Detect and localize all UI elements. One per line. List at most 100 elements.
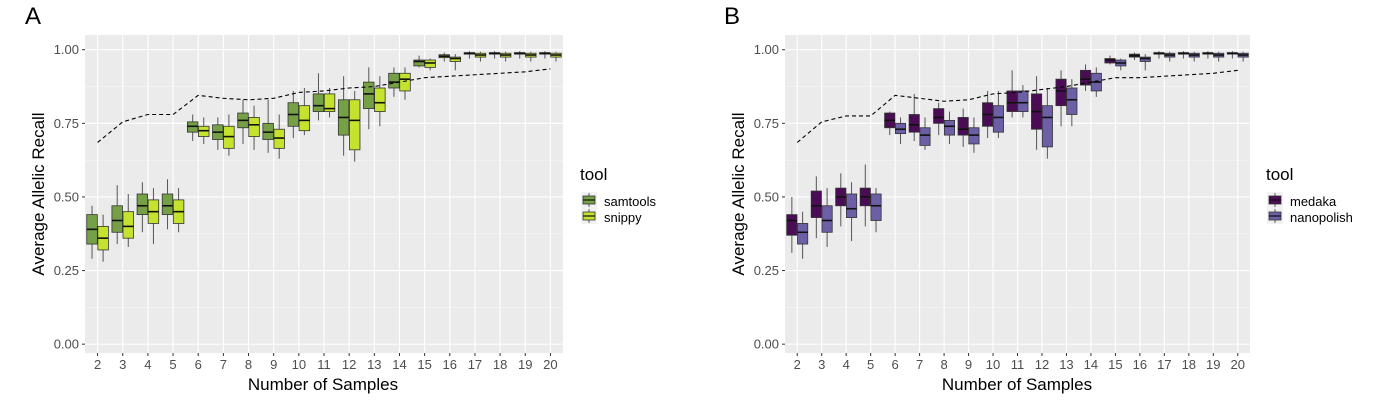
x-tick-label: 19 (1206, 357, 1220, 372)
box-medaka (1006, 90, 1018, 112)
x-tick-label: 10 (292, 357, 306, 372)
y-tick-label: 0.75 (54, 116, 79, 131)
reference-line (796, 69, 1238, 143)
y-tick-label: 0.75 (754, 116, 779, 131)
legend-label-snippy: snippy (604, 210, 642, 225)
box-nanopolish (1041, 105, 1053, 148)
x-tick-label: 5 (867, 357, 874, 372)
y-tick-label: 0.00 (54, 337, 79, 352)
y-tick-label: 1.00 (754, 42, 779, 57)
legend-item-nanopolish: nanopolish (1267, 208, 1353, 225)
legend: tool samtools snippy (580, 165, 657, 225)
x-tick-label: 20 (543, 357, 557, 372)
box-samtools (363, 81, 375, 110)
box-samtools (136, 193, 149, 216)
x-tick-label: 18 (1182, 357, 1196, 372)
legend-item-medaka: medaka (1267, 192, 1337, 209)
x-tick-label: 13 (1059, 357, 1073, 372)
box-samtools (312, 93, 325, 112)
x-tick-label: 14 (1084, 357, 1098, 372)
x-tick-label: 7 (916, 357, 923, 372)
legend-key-medaka (1267, 192, 1283, 208)
box-nanopolish (846, 193, 858, 218)
x-tick-label: 19 (518, 357, 532, 372)
legend-label-samtools: samtools (604, 194, 657, 209)
y-tick-label: 0.25 (54, 263, 79, 278)
y-axis-title: Average Allelic Recall (729, 112, 748, 275)
x-tick-label: 3 (818, 357, 825, 372)
legend-title: tool (580, 165, 607, 184)
box-nanopolish (1066, 87, 1078, 115)
x-tick-label: 15 (417, 357, 431, 372)
x-tick-label: 9 (965, 357, 972, 372)
chart-marks (786, 51, 1249, 259)
box-snippy (122, 211, 134, 239)
y-tick-label: 0.50 (754, 189, 779, 204)
x-tick-label: 17 (1157, 357, 1171, 372)
box-nanopolish (821, 205, 833, 233)
x-tick-label: 4 (843, 357, 850, 372)
box-nanopolish (992, 105, 1004, 133)
box-medaka (908, 114, 920, 133)
legend-label-nanopolish: nanopolish (1290, 210, 1353, 225)
box-medaka (933, 108, 945, 124)
x-axis-title: Number of Samples (248, 375, 398, 394)
x-tick-label: 13 (367, 357, 381, 372)
box-samtools (161, 193, 174, 216)
chart-marks (86, 51, 562, 262)
box-snippy (248, 117, 260, 137)
y-tick-label: 0.25 (754, 263, 779, 278)
legend-key-nanopolish (1267, 208, 1283, 224)
box-snippy (323, 93, 336, 112)
box-medaka (957, 117, 969, 136)
x-tick-label: 8 (245, 357, 252, 372)
x-axis-title: Number of Samples (942, 375, 1092, 394)
box-medaka (1055, 78, 1067, 107)
x-tick-label: 2 (94, 357, 101, 372)
y-axis-title: Average Allelic Recall (29, 112, 48, 275)
y-tick-label: 0.50 (54, 189, 79, 204)
reference-line (97, 68, 551, 143)
x-tick-label: 6 (195, 357, 202, 372)
box-medaka (810, 190, 822, 218)
y-axis: 0.00 0.25 0.50 0.75 1.00 (754, 42, 785, 352)
x-tick-label: 8 (940, 357, 947, 372)
panel-label: B (724, 3, 740, 30)
legend-key-snippy (581, 208, 597, 224)
box-snippy (374, 87, 386, 112)
panel-a: A 0.00 0.25 0.50 0.75 1.00 2 3 4 5 6 7 8 9 10 11 12 13 1… (25, 3, 657, 394)
x-tick-label: 14 (392, 357, 406, 372)
box-medaka (1079, 69, 1092, 86)
y-tick-label: 1.00 (54, 42, 79, 57)
panel-label: A (25, 3, 41, 30)
x-tick-label: 17 (468, 357, 482, 372)
x-tick-label: 4 (144, 357, 151, 372)
legend-label-medaka: medaka (1290, 194, 1337, 209)
x-tick-label: 2 (794, 357, 801, 372)
panel-b: B 0.00 0.25 0.50 0.75 1.00 2 3 4 5 6 7 8 9 10 11 12 13 1… (724, 3, 1353, 394)
y-axis: 0.00 0.25 0.50 0.75 1.00 (54, 42, 85, 352)
x-tick-label: 20 (1231, 357, 1245, 372)
box-medaka (786, 214, 798, 236)
x-tick-label: 15 (1108, 357, 1122, 372)
box-samtools (111, 205, 123, 233)
x-tick-label: 12 (1035, 357, 1049, 372)
legend-item-snippy: snippy (581, 208, 642, 225)
plot-area (85, 35, 563, 353)
x-tick-label: 7 (220, 357, 227, 372)
legend-title: tool (1266, 165, 1293, 184)
box-snippy (298, 105, 311, 132)
box-nanopolish (919, 127, 931, 146)
x-tick-label: 6 (892, 357, 899, 372)
x-axis: 2 3 4 5 6 7 8 9 10 11 12 13 14 15 16 17 18 19 20 (94, 353, 558, 372)
x-tick-label: 16 (443, 357, 457, 372)
box-snippy (399, 72, 411, 92)
box-nanopolish (870, 193, 882, 221)
x-tick-label: 11 (1011, 357, 1025, 372)
box-snippy (349, 99, 361, 151)
legend: tool medaka nanopolish (1266, 165, 1353, 225)
x-tick-label: 9 (270, 357, 277, 372)
x-tick-label: 3 (119, 357, 126, 372)
box-samtools (388, 72, 400, 89)
